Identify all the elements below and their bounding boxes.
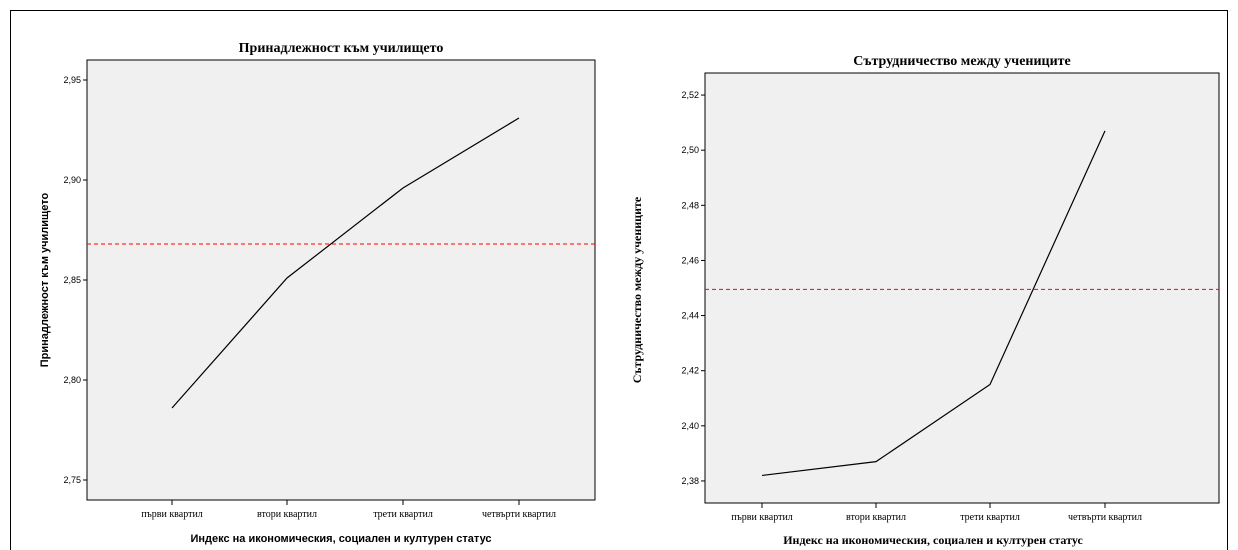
y-axis-label: Сътрудничество между учениците (630, 196, 644, 383)
y-tick-label: 2,52 (681, 90, 699, 100)
series-line (171, 117, 520, 409)
x-ticks: първи квартил втори квартил трети квартил ч… (141, 500, 556, 520)
y-tick-label: 2,48 (681, 200, 699, 210)
y-tick-label: 2,90 (63, 175, 81, 185)
series-line (761, 130, 1106, 477)
x-tick-label: трети квартил (373, 509, 433, 520)
y-tick-label: 2,75 (63, 475, 81, 485)
x-tick-label: втори квартил (846, 512, 906, 523)
x-tick-label: трети квартил (960, 512, 1020, 523)
y-tick-label: 2,95 (63, 75, 81, 85)
x-tick-label: четвърти квартил (1068, 512, 1142, 523)
figure-frame (10, 10, 1228, 550)
chart-title: Сътрудничество между учениците (853, 54, 1071, 69)
plot-area (704, 72, 1220, 504)
plot-area (86, 59, 596, 501)
x-axis-label: Индекс на икономическия, социален и култ… (190, 533, 491, 545)
x-tick-label: първи квартил (731, 512, 793, 523)
y-tick-label: 2,42 (681, 366, 699, 376)
y-ticks: 2,75 2,80 2,85 2,90 2,95 (63, 75, 87, 485)
y-tick-label: 2,44 (681, 311, 699, 321)
y-axis-label: Принадлежност към училището (39, 192, 51, 367)
y-ticks: 2,38 2,40 2,42 2,44 2,46 2,48 2,50 2,52 (681, 90, 705, 486)
y-tick-label: 2,50 (681, 145, 699, 155)
chart-school-belonging: Принадлежност към училището Индекс на ик… (39, 41, 596, 545)
x-ticks: първи квартил втори квартил трети квартил ч… (731, 503, 1142, 523)
chart-title: Принадлежност към училището (239, 41, 444, 56)
y-tick-label: 2,80 (63, 375, 81, 385)
y-tick-label: 2,46 (681, 255, 699, 265)
x-axis-label: Индекс на икономическия, социален и култ… (783, 533, 1083, 547)
x-tick-label: втори квартил (257, 509, 317, 520)
chart-student-cooperation: Сътрудничество между учениците Индекс на… (630, 54, 1220, 547)
y-tick-label: 2,38 (681, 476, 699, 486)
y-tick-label: 2,40 (681, 421, 699, 431)
x-tick-label: четвърти квартил (482, 509, 556, 520)
x-tick-label: първи квартил (141, 509, 203, 520)
y-tick-label: 2,85 (63, 275, 81, 285)
